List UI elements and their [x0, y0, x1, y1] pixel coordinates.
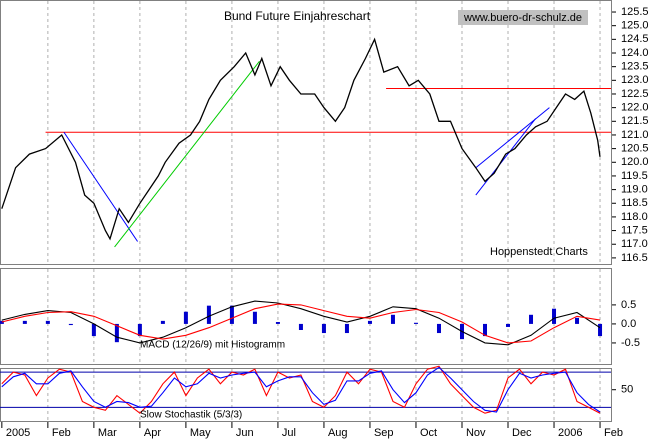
y-tick-label: 117.5 [621, 224, 648, 236]
x-tick-label: Jun [236, 427, 254, 439]
y-tick-label: 118.5 [621, 197, 648, 209]
histogram-bar [552, 308, 557, 324]
histogram-bar [413, 322, 418, 324]
x-tick-label: Feb [52, 427, 71, 439]
y-tick-label: 122.5 [621, 88, 649, 100]
x-tick-label: Oct [420, 427, 437, 439]
x-tick-label: Dec [512, 427, 532, 439]
trend-line [114, 60, 260, 248]
annotation: Hoppenstedt Charts [490, 246, 588, 258]
y-tick-label: 121.0 [621, 129, 649, 141]
y-tick-label: 119.0 [621, 184, 648, 196]
series-line [1, 303, 601, 344]
annotation: MACD (12/26/9) mit Histogramm [140, 340, 285, 351]
histogram-bar [367, 320, 372, 324]
y-tick-label: 119.5 [621, 170, 648, 182]
x-tick-label: 2005 [6, 427, 30, 439]
chart-title: Bund Future Einjahreschart [224, 9, 371, 23]
x-tick-label: Mar [98, 427, 117, 439]
y-tick-label: 125.0 [621, 20, 649, 32]
histogram-bar [68, 323, 73, 326]
histogram-bar [575, 317, 580, 324]
histogram-bar [183, 311, 188, 324]
panel-frame [0, 368, 612, 422]
series-line [1, 37, 601, 241]
histogram-bar [45, 320, 50, 324]
y-tick-label: 123.0 [621, 74, 649, 86]
y-tick-label: 120.0 [621, 156, 649, 168]
trend-line [475, 107, 550, 169]
series-line [1, 300, 601, 346]
series-line [1, 366, 601, 413]
trend-line [63, 131, 138, 242]
histogram-bar [390, 314, 395, 324]
histogram-bar [114, 323, 119, 343]
histogram-bar [482, 323, 487, 337]
histogram-bar [206, 305, 211, 324]
x-tick-label: 2006 [558, 427, 582, 439]
y-tick-label: 124.5 [621, 33, 649, 45]
x-tick-label: Sep [374, 427, 394, 439]
panel-frame [0, 268, 612, 365]
y-tick-label: 0.0 [621, 318, 636, 330]
y-tick-label: 117.0 [621, 238, 648, 250]
y-tick-label: 122.0 [621, 102, 649, 114]
histogram-bar [598, 323, 603, 337]
histogram-bar [344, 323, 349, 334]
y-tick-label: 121.5 [621, 115, 649, 127]
source-box [458, 10, 588, 25]
y-tick-label: 123.5 [621, 61, 649, 73]
y-tick-label: 125.5 [621, 6, 649, 18]
histogram-bar [321, 323, 326, 334]
y-tick-label: 124.0 [621, 47, 649, 59]
series-line [1, 365, 601, 414]
y-tick-label: 0.5 [621, 299, 636, 311]
x-tick-label: Jul [282, 427, 296, 439]
y-tick-label: 116.5 [621, 252, 648, 264]
x-tick-label: Apr [144, 427, 161, 439]
annotation: Slow Stochastik (5/3/3) [140, 410, 242, 421]
source-label: www.buero-dr-schulz.de [463, 12, 582, 24]
y-tick-label: -0.5 [621, 337, 640, 349]
y-tick-label: 120.5 [621, 143, 649, 155]
x-tick-label: May [190, 427, 211, 439]
x-tick-label: Feb [604, 427, 623, 439]
panel-frame [0, 0, 612, 265]
x-tick-label: Aug [328, 427, 348, 439]
histogram-bar [91, 323, 96, 337]
histogram-bar [252, 311, 257, 324]
histogram-bar [529, 314, 534, 324]
histogram-bar [229, 305, 234, 324]
histogram-bar [436, 323, 441, 334]
histogram-bar [506, 323, 511, 327]
histogram-bar [22, 320, 27, 324]
x-tick-label: Nov [466, 427, 486, 439]
histogram-bar [160, 320, 165, 324]
histogram-bar [298, 323, 303, 331]
histogram-bar [137, 323, 142, 337]
y-tick-label: 50 [621, 384, 633, 396]
y-tick-label: 118.0 [621, 211, 648, 223]
trend-line [475, 118, 537, 196]
histogram-bar [275, 322, 280, 324]
